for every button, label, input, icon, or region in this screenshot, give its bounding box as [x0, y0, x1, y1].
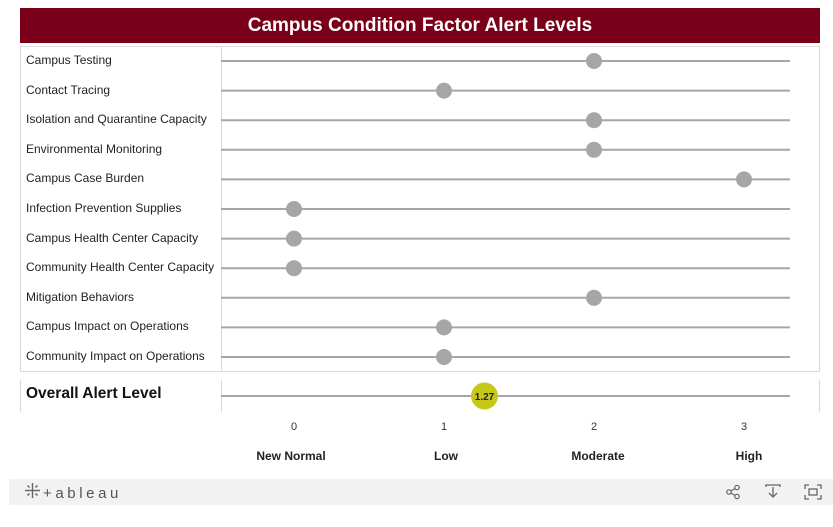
factor-label: Infection Prevention Supplies: [26, 201, 182, 215]
factor-label: Mitigation Behaviors: [26, 289, 135, 304]
factor-level-dot[interactable]: [436, 349, 452, 365]
x-tick-label: 2: [591, 421, 597, 433]
factor-label: Community Impact on Operations: [26, 349, 205, 363]
tableau-mark-icon: [24, 482, 41, 504]
x-tick-label: 1: [441, 421, 447, 433]
factor-label: Campus Testing: [26, 53, 112, 67]
factor-label: Isolation and Quarantine Capacity: [26, 112, 207, 127]
factor-level-dot[interactable]: [736, 171, 752, 188]
factor-label: Community Health Center Capacity: [26, 260, 215, 275]
level-name-label: Moderate: [571, 449, 625, 463]
factor-label: Environmental Monitoring: [26, 141, 163, 156]
factor-level-dot[interactable]: [586, 112, 602, 129]
factor-label: Contact Tracing: [26, 82, 111, 97]
tableau-toolbar: +ableau: [9, 479, 833, 505]
factor-label: Campus Health Center Capacity: [26, 230, 199, 245]
factor-label: Campus Impact on Operations: [26, 319, 189, 334]
factor-level-dot[interactable]: [286, 260, 302, 277]
overall-value-label: 1.27: [475, 392, 495, 403]
factor-level-dot[interactable]: [586, 53, 602, 69]
overall-alert-label: Overall Alert Level: [26, 385, 162, 402]
level-name-label: New Normal: [256, 449, 326, 463]
x-tick-label: 3: [741, 421, 747, 433]
chart-title: Campus Condition Factor Alert Levels: [20, 8, 820, 43]
factor-level-dot[interactable]: [286, 230, 302, 247]
tableau-logo[interactable]: +ableau: [24, 482, 122, 504]
share-icon[interactable]: [723, 483, 743, 501]
x-tick-label: 0: [291, 421, 297, 433]
factor-level-dot[interactable]: [586, 289, 602, 306]
level-name-label: Low: [434, 449, 458, 463]
overall-level-dot[interactable]: [471, 382, 498, 410]
download-icon[interactable]: [763, 483, 783, 501]
factor-label: Campus Case Burden: [26, 171, 145, 186]
fullscreen-icon[interactable]: [803, 483, 823, 501]
factor-level-dot[interactable]: [436, 82, 452, 99]
tableau-logo-text: +ableau: [43, 484, 123, 502]
level-name-label: High: [735, 449, 763, 463]
factor-level-dot[interactable]: [436, 319, 452, 336]
factor-level-dot[interactable]: [286, 201, 302, 217]
alert-level-plot: 1.27 0 1 2 3: [221, 53, 790, 433]
factor-level-dot[interactable]: [586, 141, 602, 158]
